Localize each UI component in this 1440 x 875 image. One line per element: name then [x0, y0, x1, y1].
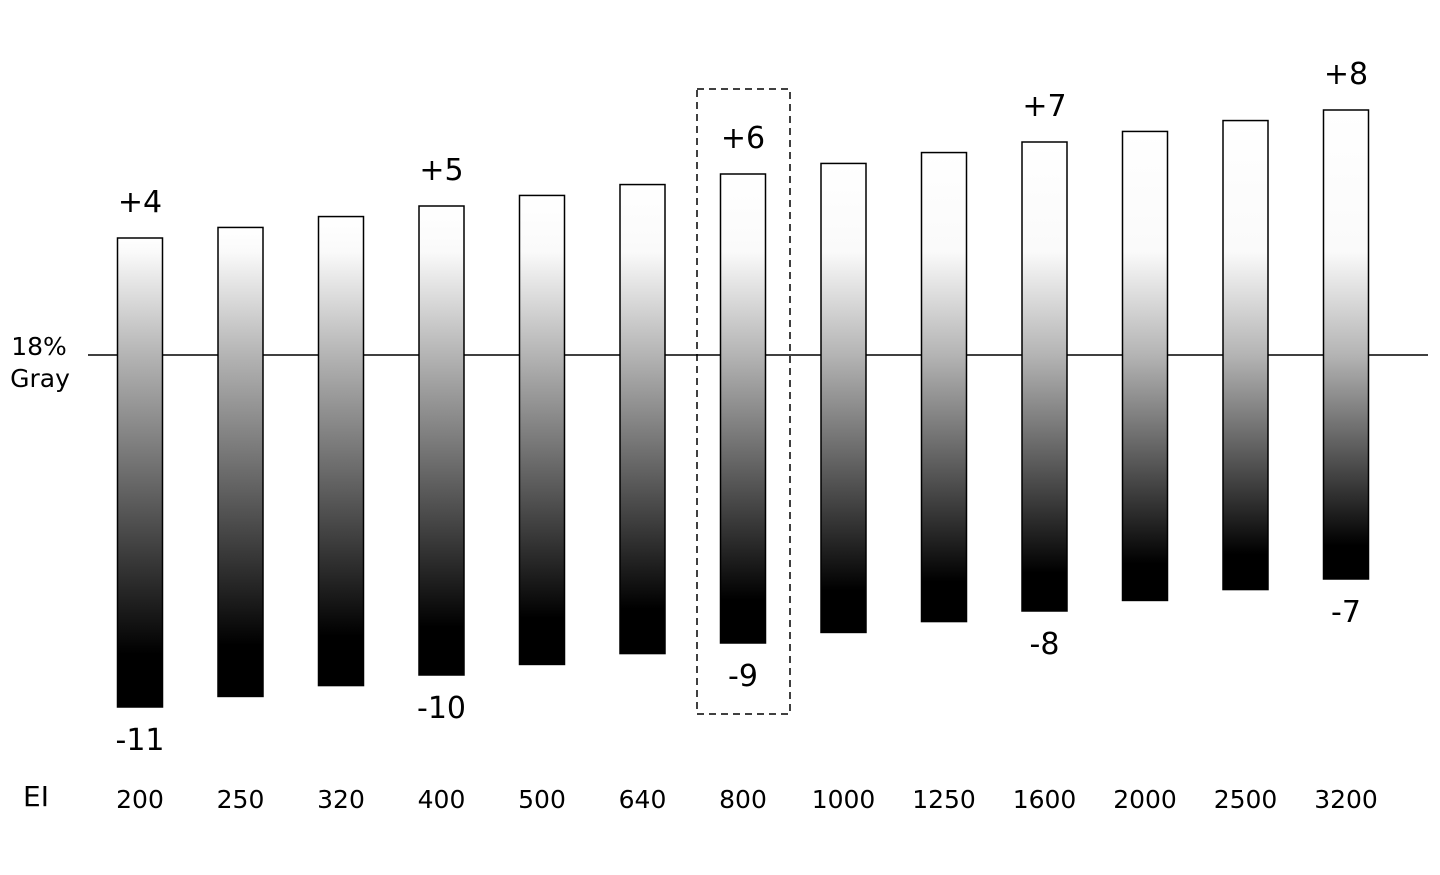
reference-label-line2: Gray — [10, 364, 70, 393]
bar-1000 — [820, 162, 867, 634]
x-tick-label: 640 — [619, 785, 667, 814]
bar-200 — [116, 237, 164, 708]
bar-320 — [317, 215, 365, 687]
over-stops-label: +8 — [1324, 57, 1368, 92]
under-stops-label: -10 — [417, 691, 466, 726]
bar-800 — [719, 173, 767, 644]
x-tick-label: 1250 — [912, 785, 976, 814]
x-tick-label: 200 — [116, 785, 164, 814]
bar-1250 — [920, 151, 968, 623]
bar-500 — [518, 194, 566, 666]
x-tick-label: 1600 — [1013, 785, 1077, 814]
x-tick-label: 800 — [719, 785, 767, 814]
x-tick-label: 1000 — [812, 785, 876, 814]
x-tick-label: 500 — [518, 785, 566, 814]
over-stops-label: +6 — [721, 121, 765, 156]
x-axis-label: EI — [23, 780, 49, 813]
bar-1600 — [1021, 141, 1068, 612]
under-stops-label: -7 — [1331, 595, 1361, 630]
under-stops-label: -11 — [116, 723, 165, 758]
x-tick-label: 2500 — [1214, 785, 1278, 814]
over-stops-label: +7 — [1022, 89, 1066, 124]
bar-400 — [418, 205, 465, 676]
x-tick-label: 320 — [317, 785, 365, 814]
bar-640 — [619, 183, 666, 655]
under-stops-label: -9 — [728, 659, 758, 694]
x-tick-label: 3200 — [1314, 785, 1378, 814]
bar-2000 — [1121, 130, 1169, 602]
x-tick-label: 2000 — [1113, 785, 1177, 814]
bar-3200 — [1322, 109, 1370, 580]
bar-250 — [217, 226, 264, 698]
over-stops-label: +5 — [419, 153, 463, 188]
x-tick-label: 400 — [418, 785, 466, 814]
under-stops-label: -8 — [1030, 627, 1060, 662]
x-tick-label: 250 — [217, 785, 265, 814]
bar-2500 — [1222, 119, 1269, 591]
reference-label-line1: 18% — [11, 332, 67, 361]
over-stops-label: +4 — [118, 185, 162, 220]
